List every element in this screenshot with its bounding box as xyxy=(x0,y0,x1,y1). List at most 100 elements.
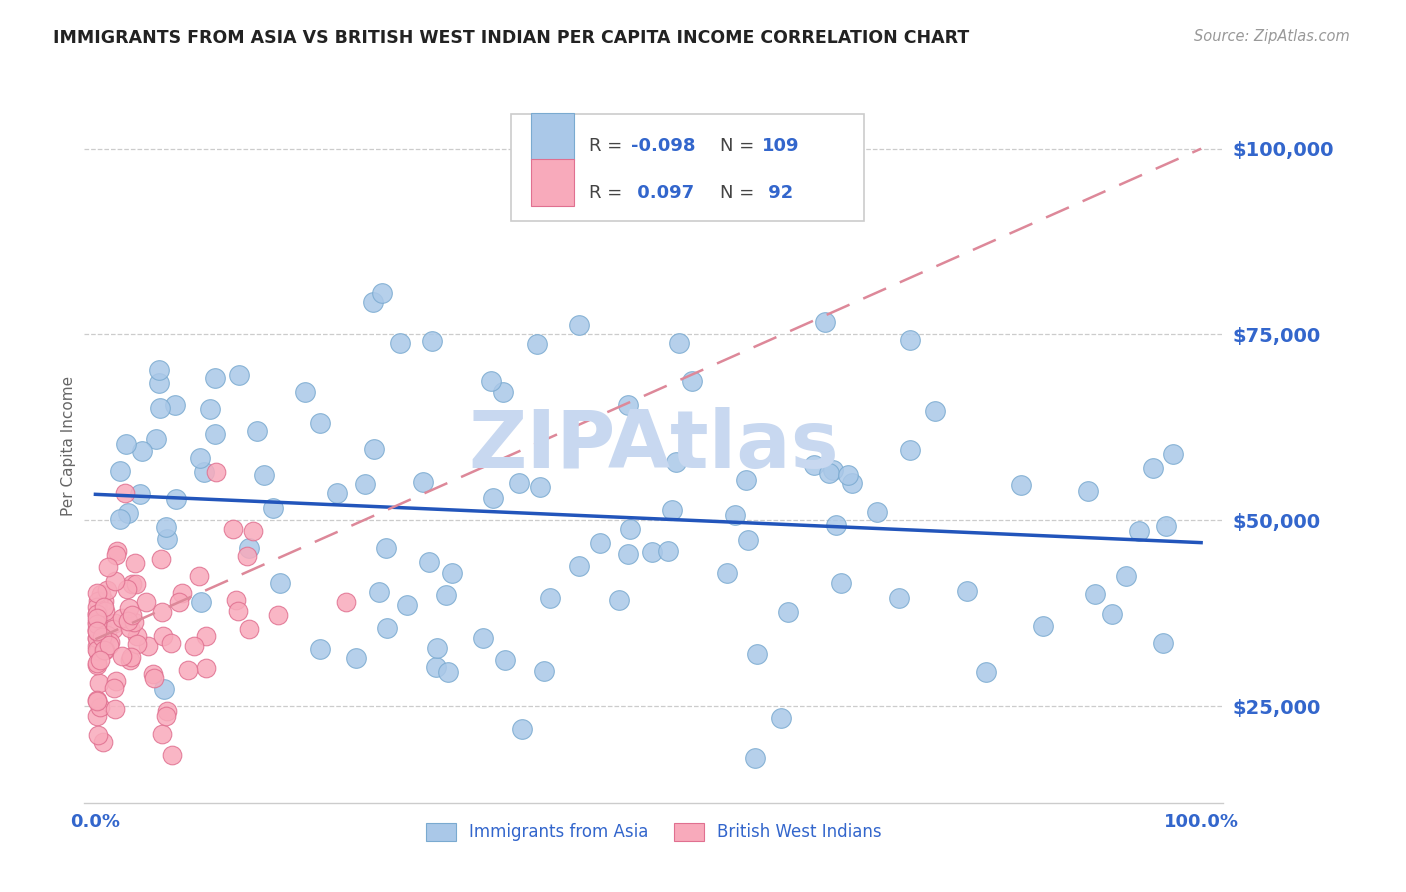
Point xyxy=(769,711,792,725)
Point xyxy=(236,549,259,563)
Text: 109: 109 xyxy=(762,136,800,154)
Point xyxy=(242,524,264,538)
Point xyxy=(253,467,276,482)
Point xyxy=(823,463,845,477)
Point xyxy=(188,450,211,465)
Point xyxy=(165,398,187,412)
Point xyxy=(425,660,447,674)
Point xyxy=(86,607,108,621)
Point xyxy=(745,647,768,661)
Point xyxy=(388,336,411,351)
Point xyxy=(91,735,114,749)
Point xyxy=(363,442,385,456)
Point xyxy=(368,584,391,599)
Point xyxy=(86,709,108,723)
Point xyxy=(657,544,679,558)
Point xyxy=(898,443,921,458)
Point xyxy=(1083,587,1105,601)
Point xyxy=(86,600,108,615)
Point xyxy=(150,727,173,741)
Point xyxy=(226,603,249,617)
Point xyxy=(538,591,561,605)
Point xyxy=(492,384,515,399)
Point xyxy=(887,591,910,605)
Point xyxy=(205,466,228,480)
Text: N =: N = xyxy=(720,184,759,202)
Point xyxy=(418,556,440,570)
Point xyxy=(494,653,516,667)
Point xyxy=(170,586,193,600)
Point xyxy=(135,594,157,608)
Point xyxy=(103,622,125,636)
Point xyxy=(238,541,260,555)
Point xyxy=(145,432,167,446)
Text: N =: N = xyxy=(720,136,759,154)
Point xyxy=(1010,478,1032,492)
Point xyxy=(1032,618,1054,632)
Point xyxy=(510,722,533,736)
Point xyxy=(156,532,179,546)
Bar xyxy=(531,113,574,160)
Point xyxy=(803,458,825,473)
Point xyxy=(737,533,759,548)
Point xyxy=(86,624,108,638)
Point xyxy=(160,636,183,650)
Legend: Immigrants from Asia, British West Indians: Immigrants from Asia, British West India… xyxy=(419,816,889,848)
Point xyxy=(270,576,292,591)
Text: Source: ZipAtlas.com: Source: ZipAtlas.com xyxy=(1194,29,1350,44)
Point xyxy=(117,506,139,520)
Point xyxy=(156,704,179,718)
Point xyxy=(824,518,846,533)
Point xyxy=(108,511,131,525)
Point xyxy=(619,522,641,536)
Point xyxy=(93,594,115,608)
Point xyxy=(441,566,464,580)
Point xyxy=(1161,447,1184,461)
Point xyxy=(1142,460,1164,475)
Point xyxy=(426,640,449,655)
Point xyxy=(568,559,591,574)
Point xyxy=(837,467,859,482)
Point xyxy=(120,649,142,664)
Point xyxy=(150,605,173,619)
Point xyxy=(121,577,143,591)
Point xyxy=(568,318,591,332)
Text: IMMIGRANTS FROM ASIA VS BRITISH WEST INDIAN PER CAPITA INCOME CORRELATION CHART: IMMIGRANTS FROM ASIA VS BRITISH WEST IND… xyxy=(53,29,970,46)
Point xyxy=(529,480,551,494)
Point xyxy=(86,644,108,658)
Point xyxy=(924,404,946,418)
Point xyxy=(508,475,530,490)
Point xyxy=(152,629,174,643)
Point xyxy=(183,640,205,654)
Point xyxy=(187,569,209,583)
Point xyxy=(841,476,863,491)
Point xyxy=(150,552,173,566)
Point xyxy=(86,594,108,608)
Point xyxy=(108,464,131,478)
Point xyxy=(661,502,683,516)
Point xyxy=(143,671,166,685)
Point xyxy=(131,443,153,458)
Point xyxy=(86,643,108,657)
Point xyxy=(1128,524,1150,538)
Point xyxy=(681,374,703,388)
Point xyxy=(114,486,136,500)
Point xyxy=(228,368,250,383)
Point xyxy=(136,639,159,653)
Point xyxy=(86,658,108,673)
Point xyxy=(125,629,148,643)
Point xyxy=(86,624,108,638)
Point xyxy=(105,544,128,558)
Point xyxy=(177,663,200,677)
Point xyxy=(90,618,112,632)
Text: ZIPAtlas: ZIPAtlas xyxy=(468,407,839,485)
Point xyxy=(94,642,117,657)
Point xyxy=(117,614,139,628)
Point xyxy=(87,675,110,690)
Point xyxy=(589,535,612,549)
Point xyxy=(1115,568,1137,582)
Point xyxy=(817,466,839,480)
Point xyxy=(481,491,503,505)
Point xyxy=(90,587,112,601)
Point xyxy=(294,384,316,399)
